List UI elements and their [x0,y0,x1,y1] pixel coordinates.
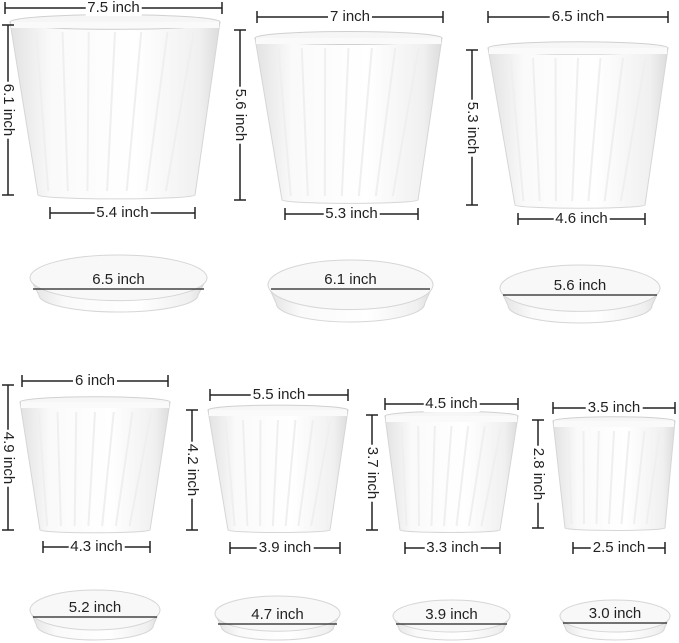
pot-rib [145,31,169,192]
saucer-top [29,589,161,631]
pot-rib [400,425,408,527]
pot-rib [587,57,602,202]
bottom-width-label: 3.9 inch [256,539,314,556]
top-width-label: 4.5 inch [423,395,480,412]
pot-body [254,37,443,204]
saucer-width-label: 4.7 inch [251,606,304,623]
pot-rib [480,425,503,527]
pot-rib [271,419,279,527]
pot-rib [164,31,195,192]
height-label: 5.6 inch [232,86,249,144]
pot-rib [509,57,525,202]
pot-rib [86,31,90,192]
pot-rib [300,47,309,197]
height-label: 4.9 inch [0,429,17,486]
bottom-width-label: 3.3 inch [424,539,481,556]
pot-rib [417,425,420,527]
pot-rib [619,57,647,202]
pot-body [487,47,669,209]
saucer-top [499,264,661,312]
bottom-width-label: 5.4 inch [94,204,151,221]
pot-rib [297,419,314,527]
saucer-top [214,595,341,632]
top-width-label: 6.5 inch [549,8,607,25]
pot-rim-band [489,48,667,54]
pot-rib [114,411,134,527]
pot-rib [357,47,373,197]
pot-rim-band [11,22,219,28]
top-width-label: 6 inch [72,372,118,389]
pot-rib [125,31,143,192]
pot-rib [61,31,69,192]
saucer-width-label: 6.1 inch [324,271,377,288]
pot-rib [620,430,631,525]
saucer-top [267,259,434,311]
bottom-width-label: 2.5 inch [590,539,648,556]
pot-rib [101,411,115,527]
pot-rim-band [256,38,441,44]
pot-rib [633,430,646,525]
pot-rib [532,57,541,202]
pot-rib [310,419,332,527]
height-label: 3.7 inch [364,444,381,501]
height-label: 5.3 inch [464,99,481,156]
pot-rim-band [209,410,347,416]
pot-rib [603,57,624,202]
pot-rib [73,411,78,527]
pot-rib [374,47,397,197]
pot-rib [277,47,292,197]
top-width-label: 7 inch [327,8,373,25]
saucer-top [559,599,671,633]
pot-rim-band [21,402,169,408]
height-label: 6.1 inch [0,81,17,139]
pot-rib [443,425,453,527]
pot-rib [37,411,49,527]
pot-rib [284,419,297,527]
pot-rib [242,419,249,527]
pot-rib [87,411,96,527]
bottom-width-label: 4.6 inch [553,210,610,227]
top-width-label: 3.5 inch [585,399,643,416]
saucer-width-label: 5.6 inch [553,277,607,294]
bottom-width-label: 4.3 inch [68,538,125,555]
pot-rib [128,411,153,527]
pot-rim-band [554,421,674,427]
pot-rib [468,425,486,527]
pot-rib [595,430,600,525]
pot-rib [106,31,116,192]
pot-rib [340,47,350,197]
pot-rib [224,419,236,527]
saucer-width-label: 5.2 inch [68,599,122,616]
pot-rib [571,57,579,202]
pot-rib [391,47,420,197]
height-label: 2.8 inch [530,445,547,503]
saucer-width-label: 6.5 inch [92,271,145,288]
pot-body [9,21,221,200]
pot-rib [455,425,470,527]
pot-rib [430,425,436,527]
pot-rib [35,31,50,192]
pot-rib [582,430,585,525]
pot-rib [645,430,661,525]
bottom-width-label: 5.3 inch [323,205,380,222]
top-width-label: 7.5 inch [85,0,142,16]
top-width-label: 5.5 inch [250,386,308,403]
pot-rib [56,411,62,527]
saucer-width-label: 3.9 inch [425,606,478,623]
height-label: 4.2 inch [184,441,201,499]
saucer-width-label: 3.0 inch [588,605,642,622]
pot-rim-band [386,416,517,422]
pot-rib [608,430,615,525]
pot-rib [567,430,573,525]
